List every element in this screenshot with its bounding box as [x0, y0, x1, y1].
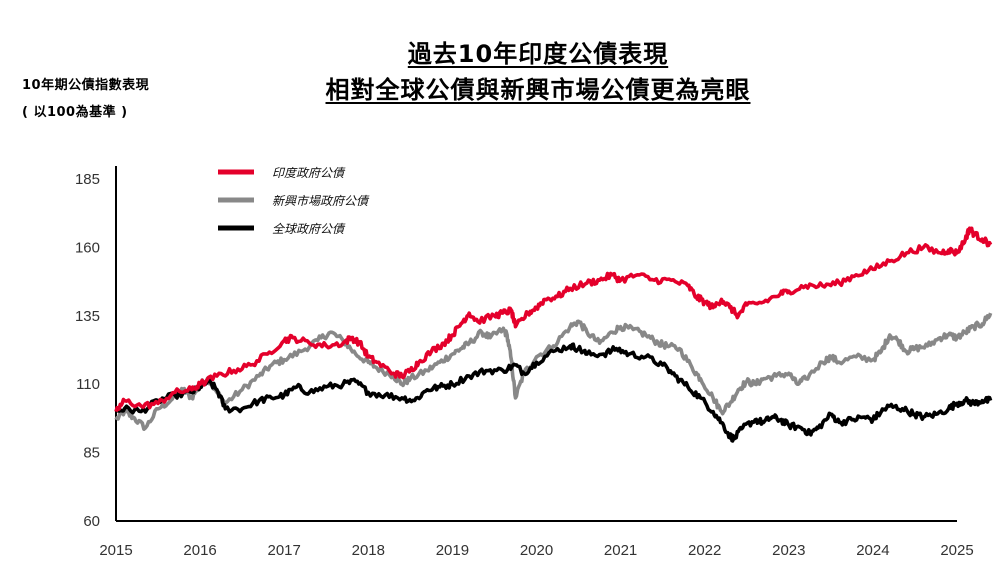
x-tick-label: 2018 [352, 542, 385, 559]
x-tick-label: 2020 [520, 542, 553, 559]
y-axis-label-line-1: 10年期公債指數表現 [22, 78, 150, 93]
series-line [114, 312, 993, 431]
legend-label: 全球政府公債 [272, 222, 346, 236]
y-tick-label: 185 [75, 171, 100, 188]
x-tick-label: 2023 [772, 542, 805, 559]
x-tick-label: 2017 [268, 542, 301, 559]
x-tick-label: 2015 [99, 542, 132, 559]
y-axis-label-line-2: ( 以100為基準 ) [22, 105, 128, 120]
chart-title-line-1: 過去10年印度公債表現 [407, 40, 669, 68]
y-tick-label: 60 [83, 513, 100, 530]
chart-title-line-2: 相對全球公債與新興市場公債更為亮眼 [325, 76, 751, 104]
x-tick-label: 2022 [688, 542, 721, 559]
x-tick-label: 2025 [940, 542, 973, 559]
series-line [114, 226, 993, 413]
x-tick-label: 2024 [856, 542, 889, 559]
series-line [114, 342, 993, 443]
y-tick-label: 85 [83, 445, 100, 462]
y-tick-label: 110 [76, 376, 100, 393]
x-tick-label: 2019 [436, 542, 469, 559]
x-tick-label: 2016 [183, 542, 216, 559]
x-tick-label: 2021 [604, 542, 637, 559]
legend-label: 印度政府公債 [272, 166, 346, 180]
y-tick-label: 135 [75, 308, 100, 325]
legend-label: 新興市場政府公債 [272, 194, 370, 208]
y-tick-label: 160 [75, 239, 100, 256]
